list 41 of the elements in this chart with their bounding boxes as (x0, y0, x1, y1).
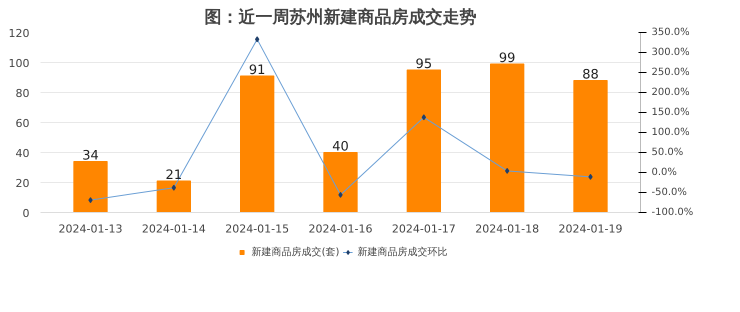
bar (156, 180, 191, 212)
x-tick-label: 2024-01-18 (475, 222, 540, 236)
y2-tick-label: 150.0% (652, 107, 690, 118)
data-label: 95 (416, 57, 432, 72)
y2-tick-label: -100.0% (652, 207, 694, 218)
y2-tick-label: 0.0% (652, 167, 677, 178)
y2-tick-label: 200.0% (652, 87, 690, 98)
y2-tick-label: 350.0% (652, 27, 690, 38)
x-tick-label: 2024-01-19 (558, 222, 622, 236)
bar (240, 76, 274, 212)
y2-tick-label: -50.0% (652, 187, 687, 198)
bar (323, 152, 358, 212)
y2-tick-label: 50.0% (652, 147, 684, 158)
legend-label: 新建商品房成交环比 (357, 246, 448, 259)
x-tick-label: 2024-01-15 (225, 222, 290, 236)
x-tick-label: 2024-01-14 (142, 222, 206, 236)
chart-title: 图：近一周苏州新建商品房成交走势 (204, 8, 476, 28)
y2-tick-label: 100.0% (652, 127, 690, 138)
bar (406, 70, 441, 212)
bar (573, 80, 608, 212)
y-tick-label: 100 (8, 57, 30, 70)
y-tick-label: 120 (8, 27, 30, 40)
legend-label: 新建商品房成交(套) (252, 246, 340, 259)
data-label: 34 (82, 148, 99, 164)
y-tick-label: 20 (16, 177, 30, 190)
data-label: 21 (166, 168, 182, 183)
y2-tick-label: 250.0% (652, 67, 690, 78)
bar (73, 161, 108, 212)
y-tick-label: 80 (16, 87, 30, 100)
y-tick-label: 40 (16, 147, 30, 160)
data-label: 88 (582, 68, 599, 82)
x-tick-label: 2024-01-13 (58, 222, 122, 236)
y-tick-label: 0 (22, 207, 30, 220)
bar (490, 64, 524, 212)
y2-tick-label: 300.0% (652, 47, 690, 58)
data-label: 91 (248, 63, 266, 78)
y-tick-label: 60 (16, 117, 30, 130)
x-tick-label: 2024-01-17 (392, 222, 456, 236)
data-label: 99 (498, 51, 516, 66)
x-tick-label: 2024-01-16 (308, 222, 372, 236)
data-label: 40 (332, 140, 349, 154)
